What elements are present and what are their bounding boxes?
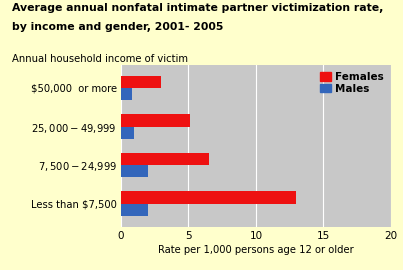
Legend: Females, Males: Females, Males [318, 70, 386, 96]
Bar [121, 114, 190, 127]
Bar [121, 88, 132, 100]
Text: Average annual nonfatal intimate partner victimization rate,: Average annual nonfatal intimate partner… [12, 3, 384, 13]
Bar [121, 153, 209, 165]
Bar [121, 191, 296, 204]
Text: by income and gender, 2001- 2005: by income and gender, 2001- 2005 [12, 22, 224, 32]
Bar [121, 76, 161, 88]
Bar [121, 165, 148, 177]
Bar [121, 127, 134, 139]
X-axis label: Rate per 1,000 persons age 12 or older: Rate per 1,000 persons age 12 or older [158, 245, 354, 255]
Bar [121, 204, 148, 216]
Text: Annual household income of victim: Annual household income of victim [12, 54, 188, 64]
